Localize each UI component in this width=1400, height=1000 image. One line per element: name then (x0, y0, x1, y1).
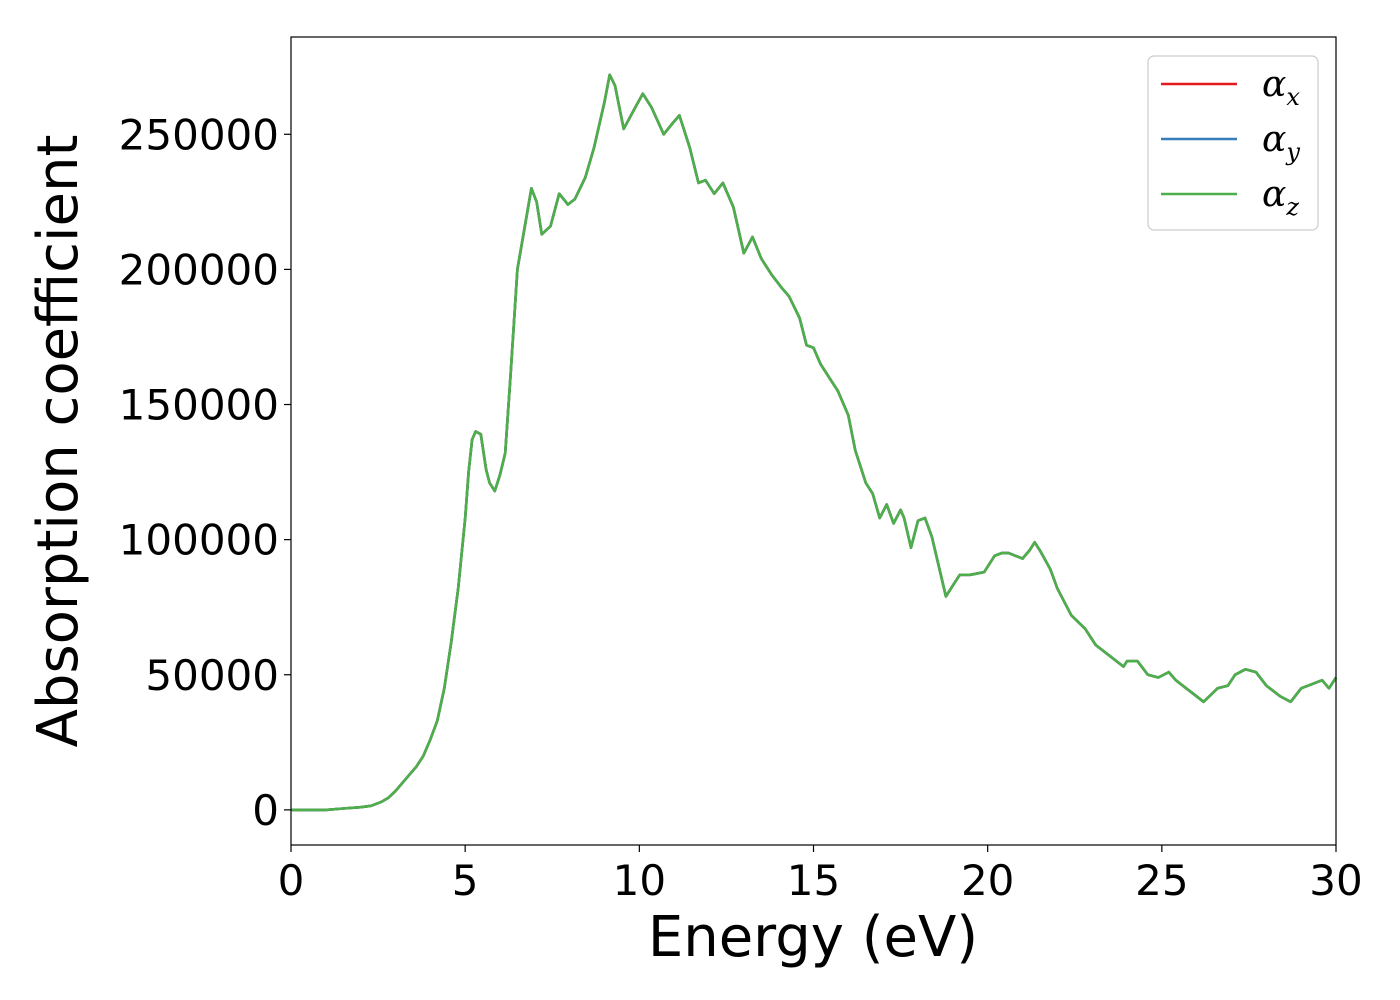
x-axis: 0 5 10 15 20 25 30 (278, 845, 1363, 905)
y-axis-title: Absorption coefficient (26, 135, 91, 748)
series-layer (291, 73, 1338, 812)
series-line-z (291, 73, 1338, 812)
y-axis: 0 50000 100000 150000 200000 250000 (119, 110, 291, 835)
x-tick-label: 15 (787, 856, 840, 905)
y-tick-label: 100000 (119, 516, 279, 565)
y-tick-label: 50000 (145, 651, 279, 700)
x-tick-label: 20 (961, 856, 1014, 905)
y-tick-label: 150000 (119, 381, 279, 430)
x-tick-label: 5 (452, 856, 479, 905)
legend-frame (1147, 55, 1319, 231)
x-tick-label: 10 (613, 856, 666, 905)
x-tick-label: 0 (278, 856, 305, 905)
y-tick-label: 0 (252, 786, 279, 835)
x-tick-label: 30 (1309, 856, 1362, 905)
x-axis-title: Energy (eV) (648, 905, 978, 970)
y-tick-label: 250000 (119, 110, 279, 159)
y-tick-label: 200000 (119, 245, 279, 294)
x-tick-label: 25 (1135, 856, 1188, 905)
